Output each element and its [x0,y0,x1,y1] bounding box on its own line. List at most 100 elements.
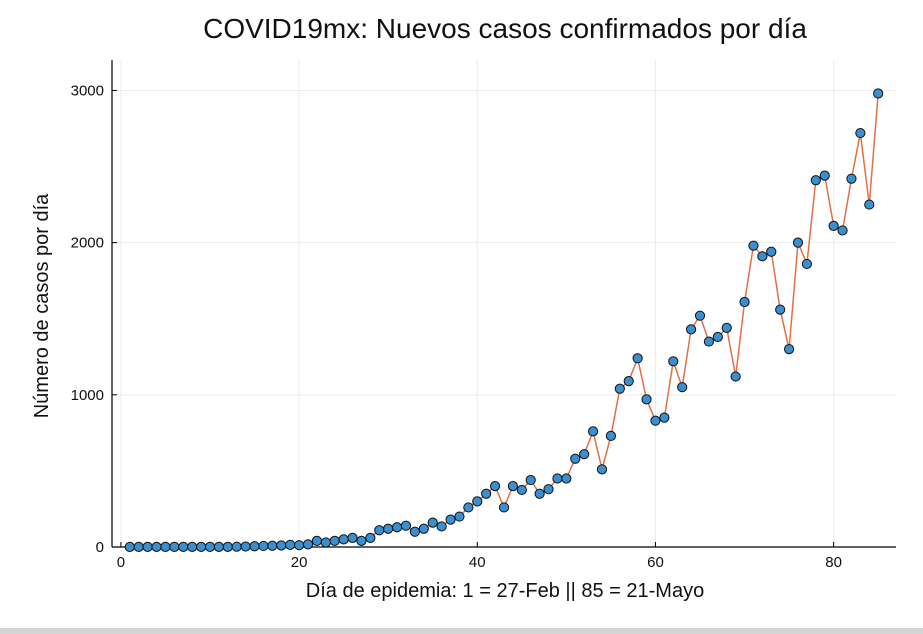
data-point [561,473,572,484]
data-point [391,522,403,533]
data-point [766,246,777,257]
tick-labels: 0 20 40 60 80 0 1000 2000 3000 [71,82,842,571]
data-point [133,541,144,552]
x-tick-label: 60 [647,554,664,571]
data-point [516,484,527,496]
data-point [623,376,634,387]
data-point [418,523,429,534]
data-point [489,481,501,492]
data-point [427,517,438,528]
data-point [712,331,723,343]
data-point [694,310,706,321]
data-point [721,322,732,333]
data-point [472,496,483,507]
data-point [801,258,813,270]
data-point [703,336,715,347]
data-points [124,88,884,552]
data-point [240,541,251,552]
data-point [267,540,278,551]
data-point [570,453,581,464]
data-point [873,88,884,99]
x-axis-label: Día de epidemia: 1 = 27-Feb || 85 = 21-M… [306,580,704,602]
data-point [792,237,804,248]
data-point [160,541,171,552]
data-point [632,353,643,364]
data-point [543,484,554,495]
data-point [445,514,456,525]
window-bottom-border [0,628,923,634]
data-point [855,127,866,139]
data-point [498,502,510,513]
data-point [311,535,323,547]
series-line [129,93,879,548]
data-point [231,541,242,552]
data-point [338,534,349,545]
data-point [739,296,750,308]
data-point [668,356,679,367]
y-tick-label: 2000 [71,235,104,252]
data-point [828,220,839,231]
data-point [507,481,519,492]
data-point [142,541,153,552]
data-point [819,170,830,181]
data-point [685,324,697,335]
data-point [614,383,625,394]
data-point [409,526,421,537]
data-point [783,344,795,355]
y-tick-label: 0 [96,539,104,556]
x-tick-label: 0 [117,554,125,571]
data-point [258,540,269,552]
data-point [400,520,412,531]
data-point [222,541,233,552]
data-point [213,541,225,552]
data-point [293,540,305,551]
x-tick-label: 20 [291,554,308,571]
data-point [454,511,465,522]
data-point [846,173,857,184]
data-point [534,488,545,499]
y-tick-label: 1000 [71,387,104,404]
data-point [365,532,376,543]
data-point [285,539,296,550]
data-point [329,535,340,547]
data-point [748,240,759,251]
data-point [677,382,688,393]
data-point [374,525,385,536]
y-tick-label: 3000 [71,82,104,99]
data-point [436,521,447,532]
data-point [151,541,162,552]
data-point [187,541,198,552]
data-point [195,541,207,552]
data-point [552,473,563,484]
data-point [302,539,314,550]
data-point [579,449,590,460]
data-point [810,175,821,186]
data-point [587,426,599,437]
data-point [356,535,367,547]
data-point [383,523,394,534]
data-point [730,371,741,382]
data-point [864,199,875,210]
data-point [525,474,536,486]
x-tick-label: 40 [469,554,486,571]
data-point [659,412,670,423]
y-axis-label: Número de casos por día [31,193,53,418]
data-point [249,541,260,552]
grid [112,60,896,548]
data-point [596,464,608,475]
data-point [276,540,287,551]
data-point [757,251,768,262]
data-point [463,502,474,513]
data-point [124,541,135,552]
data-point [347,532,358,543]
data-point [775,304,786,315]
data-point [320,537,331,548]
axes [111,60,896,548]
data-point [204,541,216,552]
data-point [481,488,492,499]
data-point [178,541,189,552]
data-point [605,430,617,441]
data-point [169,541,180,552]
